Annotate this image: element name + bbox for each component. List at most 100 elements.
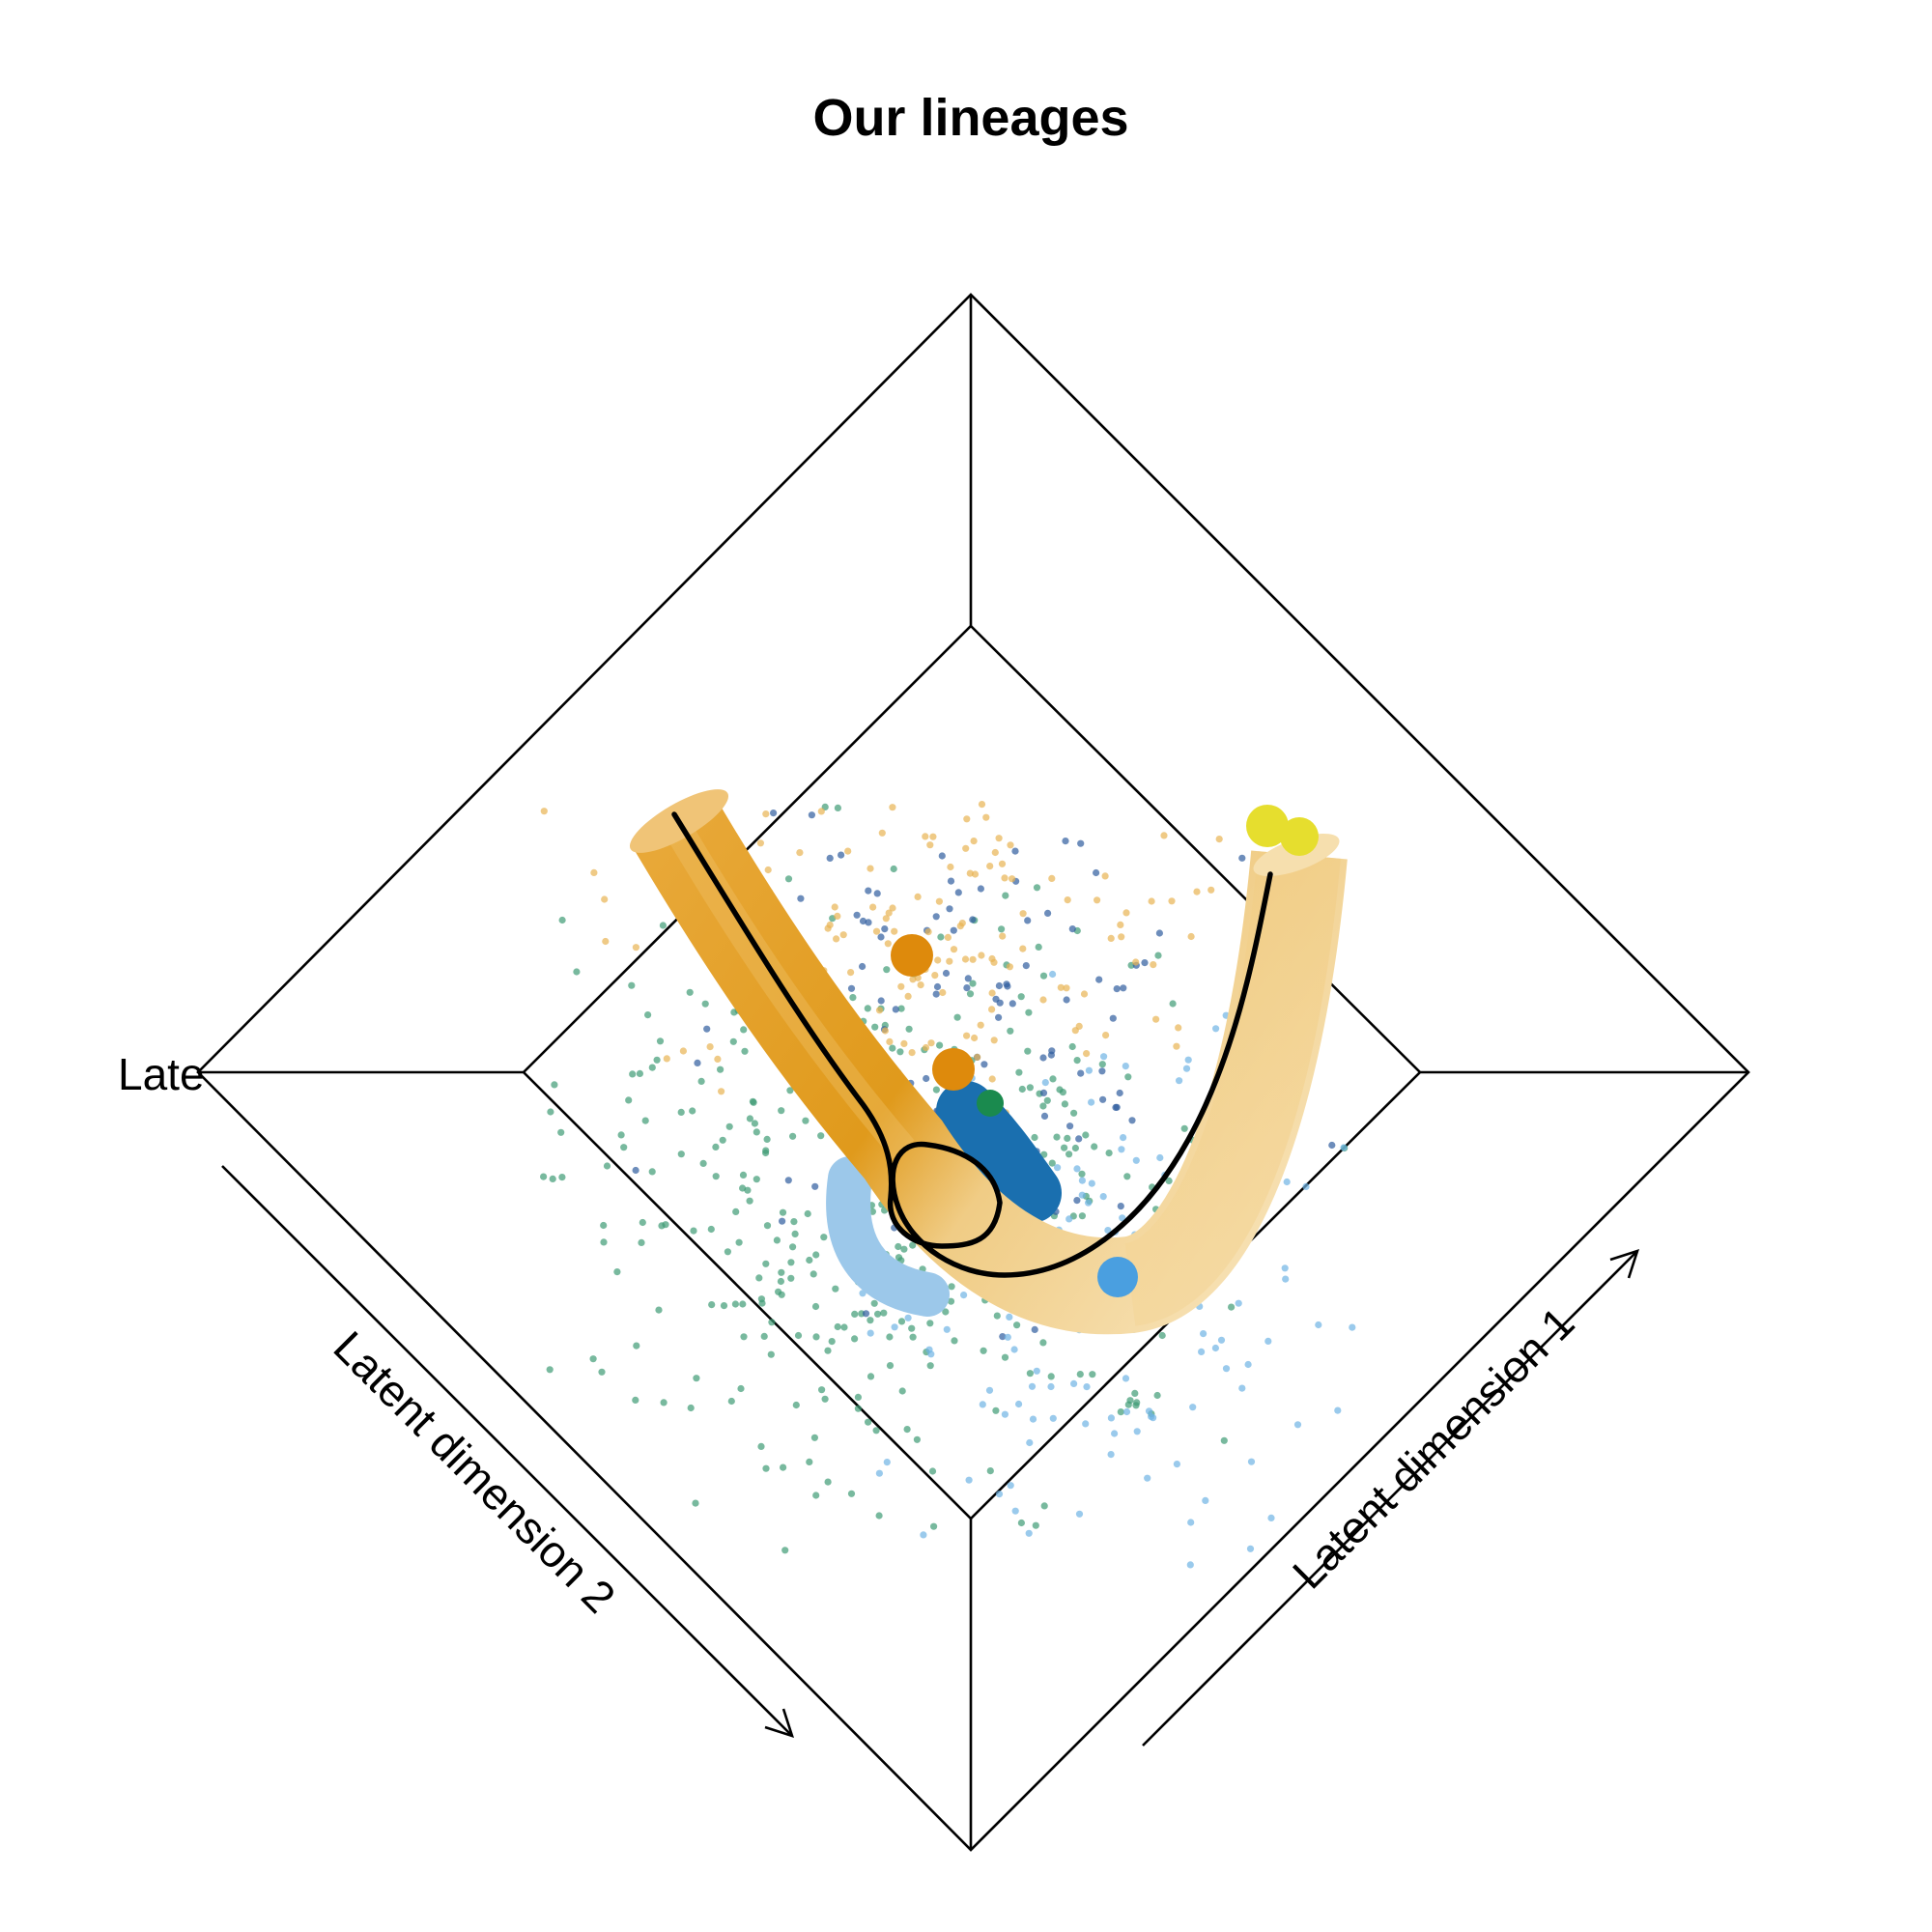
cell-point-navy <box>1099 1095 1107 1103</box>
cell-point-navy <box>1044 909 1052 918</box>
cell-point-gold <box>988 1075 996 1083</box>
cell-point-gold <box>931 972 939 980</box>
chart-title: Our lineages <box>812 89 1128 147</box>
cell-point-green <box>656 1037 665 1045</box>
cell-point-lightblue <box>1054 1164 1062 1172</box>
cell-point-gold <box>999 932 1007 940</box>
cell-point-navy <box>1073 1197 1081 1205</box>
cell-point-lightblue <box>1100 1053 1108 1061</box>
cell-point-green <box>1061 1144 1068 1151</box>
cell-point-green <box>725 1122 733 1130</box>
cell-point-green <box>762 1464 770 1472</box>
cell-point-green <box>659 922 668 929</box>
cell-point-gold <box>1039 996 1047 1004</box>
cell-point-lightblue <box>1144 1474 1151 1482</box>
cell-point-lightblue <box>1302 1182 1310 1190</box>
cell-point-green <box>573 968 581 976</box>
cell-point-lightblue <box>1267 1514 1275 1521</box>
cell-point-green <box>874 1310 882 1318</box>
cell-point-lightblue <box>1173 1461 1180 1468</box>
cell-point-green <box>928 1467 937 1475</box>
dim1-arrow-head <box>1609 1248 1640 1279</box>
cell-point-gold <box>602 937 610 946</box>
cell-point-green <box>784 875 793 883</box>
cell-point-lightblue <box>1340 1144 1348 1151</box>
cell-point-gold <box>1122 909 1130 917</box>
cell-point-gold <box>882 915 890 923</box>
cell-point-green <box>689 1107 696 1115</box>
cell-point-navy <box>1031 1325 1038 1333</box>
cell-point-green <box>1059 1089 1066 1096</box>
cell-point-navy <box>1238 854 1246 862</box>
cell-point-green <box>757 1295 766 1303</box>
cell-point-lightblue <box>867 1329 874 1337</box>
cell-point-gold <box>663 1055 670 1063</box>
cell-point-green <box>818 1386 826 1394</box>
cell-point-lightblue <box>1182 1065 1191 1072</box>
cell-point-green <box>951 1337 958 1345</box>
cell-point-gold <box>1102 1032 1110 1039</box>
cell-point-navy <box>964 975 972 982</box>
cell-point-green <box>1228 1303 1236 1311</box>
cell-point-green <box>1053 1133 1061 1141</box>
cell-point-lightblue <box>960 1292 968 1299</box>
cell-point-gold <box>1083 1050 1091 1058</box>
cell-point-gold <box>924 928 932 936</box>
cell-point-green <box>773 1236 781 1244</box>
cell-point-green <box>953 1013 961 1021</box>
cell-point-green <box>641 1117 649 1124</box>
cell-point-gold <box>934 956 942 964</box>
cell-point-green <box>898 1387 906 1395</box>
cell-point-gold <box>1064 896 1071 904</box>
cell-point-navy <box>995 981 1003 990</box>
cell-point-gold <box>1007 841 1014 849</box>
cell-point-gold <box>764 866 772 874</box>
cell-point-green <box>603 1162 611 1170</box>
cell-point-green <box>632 1396 639 1404</box>
cell-point-gold <box>1075 1022 1083 1030</box>
cell-point-navy <box>770 810 778 817</box>
cell-point-gold <box>963 815 971 823</box>
cell-point-green <box>821 1395 829 1403</box>
cell-point-lightblue <box>927 1350 935 1358</box>
cell-point-green <box>1124 1073 1132 1081</box>
cell-point-lightblue <box>920 1531 927 1539</box>
cell-point-gold <box>1118 933 1125 941</box>
cell-point-green <box>806 1458 813 1465</box>
cell-point-gold <box>970 838 978 845</box>
cell-point-green <box>1049 1075 1057 1083</box>
centroid-green <box>977 1090 1004 1117</box>
cell-point-lightblue <box>1156 1153 1164 1162</box>
cell-point-lightblue <box>1282 1275 1290 1283</box>
cell-point-green <box>1070 1109 1078 1117</box>
cell-point-gold <box>762 810 770 818</box>
cell-point-navy <box>1095 976 1103 983</box>
cell-point-green <box>1032 1521 1039 1529</box>
cell-point-green <box>693 1375 700 1382</box>
cell-point-navy <box>947 877 955 885</box>
cell-point-green <box>851 1310 859 1318</box>
cell-point-navy <box>1113 985 1121 993</box>
centroid-yellow-2 <box>1280 817 1319 856</box>
cell-point-gold <box>922 1043 930 1052</box>
cell-point-green <box>1098 1061 1106 1068</box>
cell-point-navy <box>923 1074 930 1083</box>
cell-point-green <box>828 1338 836 1346</box>
cell-point-green <box>806 1256 813 1264</box>
cell-point-gold <box>956 923 964 930</box>
cell-point-gold <box>978 952 985 959</box>
cell-point-green <box>699 1159 707 1167</box>
cell-point-lightblue <box>1111 1430 1119 1437</box>
cell-point-green <box>875 1512 883 1520</box>
cell-point-lightblue <box>904 1314 912 1321</box>
cell-point-lightblue <box>1010 1346 1018 1353</box>
cell-point-green <box>886 1362 895 1370</box>
cell-point-gold <box>1160 832 1168 839</box>
cell-point-green <box>1048 1159 1056 1167</box>
cell-point-green <box>895 1242 902 1251</box>
cell-point-lightblue <box>1029 1415 1037 1423</box>
cell-point-green <box>1024 1047 1032 1055</box>
cell-point-lightblue <box>1104 1227 1112 1235</box>
cell-point-lightblue <box>1334 1406 1342 1414</box>
